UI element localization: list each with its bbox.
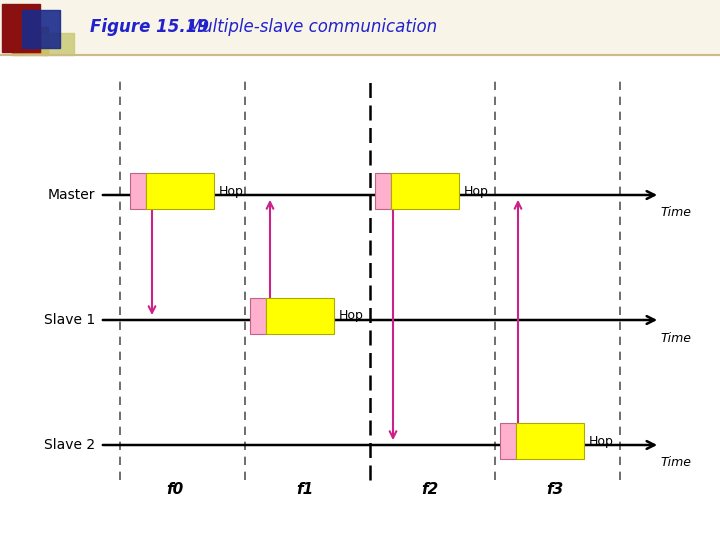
Bar (391, 173, 459, 209)
Text: Multiple-slave communication: Multiple-slave communication (172, 18, 437, 36)
Text: Hop: Hop (339, 309, 364, 322)
Text: Slave 1: Slave 1 (44, 313, 95, 327)
Bar (12, 27, 48, 55)
Bar (42, 33, 74, 55)
Bar (266, 298, 334, 334)
Bar (375, 173, 391, 209)
Text: Hop: Hop (589, 435, 614, 448)
Text: Time: Time (660, 332, 691, 345)
Text: f2: f2 (421, 483, 438, 497)
Text: f1: f1 (297, 483, 314, 497)
Bar (130, 173, 146, 209)
Bar (146, 173, 214, 209)
Text: Slave 2: Slave 2 (44, 438, 95, 452)
Bar (0, 0, 720, 55)
Text: f3: f3 (546, 483, 564, 497)
Bar (250, 298, 266, 334)
Bar (22, 10, 60, 48)
Text: Time: Time (660, 206, 691, 219)
Bar (500, 423, 516, 459)
Text: Hop: Hop (219, 185, 244, 198)
Text: Time: Time (660, 456, 691, 469)
Text: Figure 15.19: Figure 15.19 (90, 18, 209, 36)
Text: f0: f0 (166, 483, 184, 497)
Text: Hop: Hop (464, 185, 489, 198)
Text: Master: Master (48, 188, 95, 202)
Bar (516, 423, 584, 459)
Bar (2, 4, 40, 52)
